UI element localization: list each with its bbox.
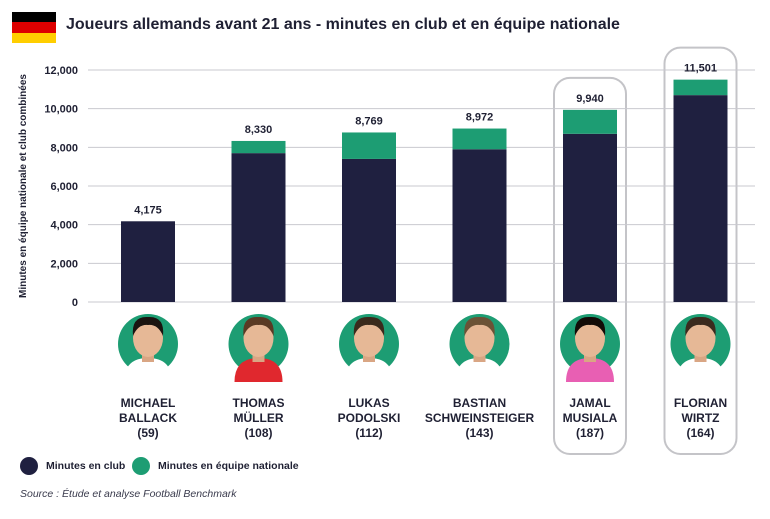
player-jersey xyxy=(676,358,725,382)
legend-label-national: Minutes en équipe nationale xyxy=(158,460,299,472)
player-name-first: FLORIAN xyxy=(673,396,728,410)
y-tick-label: 0 xyxy=(72,297,78,309)
player-jersey xyxy=(455,358,504,382)
bar-national xyxy=(231,140,286,154)
player-name-first: THOMAS xyxy=(232,396,285,410)
bar-club xyxy=(342,158,396,302)
source-note: Source : Étude et analyse Football Bench… xyxy=(20,488,237,500)
player-face xyxy=(575,319,605,357)
player-name-games: (143) xyxy=(465,426,494,440)
player-face xyxy=(685,319,716,357)
player-jersey xyxy=(566,358,614,382)
player-name-last: MUSIALA xyxy=(562,411,618,425)
player-hair xyxy=(243,316,274,336)
player-name-games: (112) xyxy=(355,426,383,440)
player-hair xyxy=(132,316,164,336)
highlight-frame xyxy=(663,46,738,455)
player-name-label: FLORIAN WIRTZ (164) xyxy=(641,396,761,441)
y-tick-label: 4,000 xyxy=(50,220,78,232)
flag-stripe-red xyxy=(12,22,56,33)
bar-club xyxy=(563,133,617,302)
bar-total-label: 8,769 xyxy=(355,115,383,127)
bar-total-label: 4,175 xyxy=(134,204,162,216)
player-jersey xyxy=(124,358,172,382)
player-name-first: LUKAS xyxy=(348,396,390,410)
player-name-last: WIRTZ xyxy=(681,411,720,425)
player-name-games: (187) xyxy=(575,426,604,440)
legend-label-club: Minutes en club xyxy=(46,460,126,472)
player-hair xyxy=(685,316,716,336)
legend-swatch-national xyxy=(132,457,150,475)
player-name-label: THOMAS MÜLLER (108) xyxy=(199,396,319,441)
player-name-label: LUKAS PODOLSKI (112) xyxy=(309,396,429,441)
player-name-last: BALLACK xyxy=(119,411,177,425)
player-name-first: MICHAEL xyxy=(120,396,176,410)
player-face xyxy=(354,319,384,357)
bar-club xyxy=(121,221,175,302)
player-name-games: (59) xyxy=(137,426,159,440)
highlight-frame xyxy=(553,76,627,456)
bar-national xyxy=(342,132,396,159)
player-name-label: JAMAL MUSIALA (187) xyxy=(530,396,650,441)
player-face xyxy=(464,319,495,357)
player-jersey xyxy=(345,358,393,382)
bar-club xyxy=(452,149,507,302)
flag-stripe-black xyxy=(12,12,56,23)
player-name-label: MICHAEL BALLACK (59) xyxy=(88,396,208,441)
player-name-first: BASTIAN xyxy=(452,396,507,410)
player-name-games: (108) xyxy=(244,426,273,440)
player-name-last: MÜLLER xyxy=(233,411,284,425)
bar-total-label: 8,330 xyxy=(245,124,273,136)
bar-total-label: 8,972 xyxy=(466,112,494,124)
bar-national xyxy=(673,79,728,96)
player-hair xyxy=(464,316,495,336)
bar-national xyxy=(563,109,617,134)
player-name-first: JAMAL xyxy=(569,396,611,410)
player-name-last: SCHWEINSTEIGER xyxy=(424,411,535,425)
bar-club xyxy=(673,95,728,302)
bar-total-label: 9,940 xyxy=(576,93,604,105)
chart-title: Joueurs allemands avant 21 ans - minutes… xyxy=(66,16,620,33)
player-name-games: (164) xyxy=(686,426,715,440)
y-tick-label: 10,000 xyxy=(44,104,78,116)
y-axis-label: Minutes en équipe nationale et club comb… xyxy=(18,74,29,298)
legend-swatch-club xyxy=(20,457,38,475)
player-name-label: BASTIAN SCHWEINSTEIGER (143) xyxy=(420,396,540,441)
flag-stripe-gold xyxy=(12,32,56,43)
player-hair xyxy=(574,316,606,336)
bar-total-label: 11,501 xyxy=(684,63,717,75)
player-face xyxy=(133,319,163,357)
player-face xyxy=(243,319,274,357)
player-name-last: PODOLSKI xyxy=(337,411,401,425)
y-tick-label: 8,000 xyxy=(50,142,78,154)
player-jersey xyxy=(234,358,283,382)
y-tick-label: 6,000 xyxy=(50,181,78,193)
bar-national xyxy=(452,128,507,150)
germany-flag-icon xyxy=(12,12,56,43)
bar-club xyxy=(231,153,286,302)
y-tick-label: 12,000 xyxy=(44,65,78,77)
y-tick-label: 2,000 xyxy=(50,258,78,270)
player-hair xyxy=(353,316,385,336)
